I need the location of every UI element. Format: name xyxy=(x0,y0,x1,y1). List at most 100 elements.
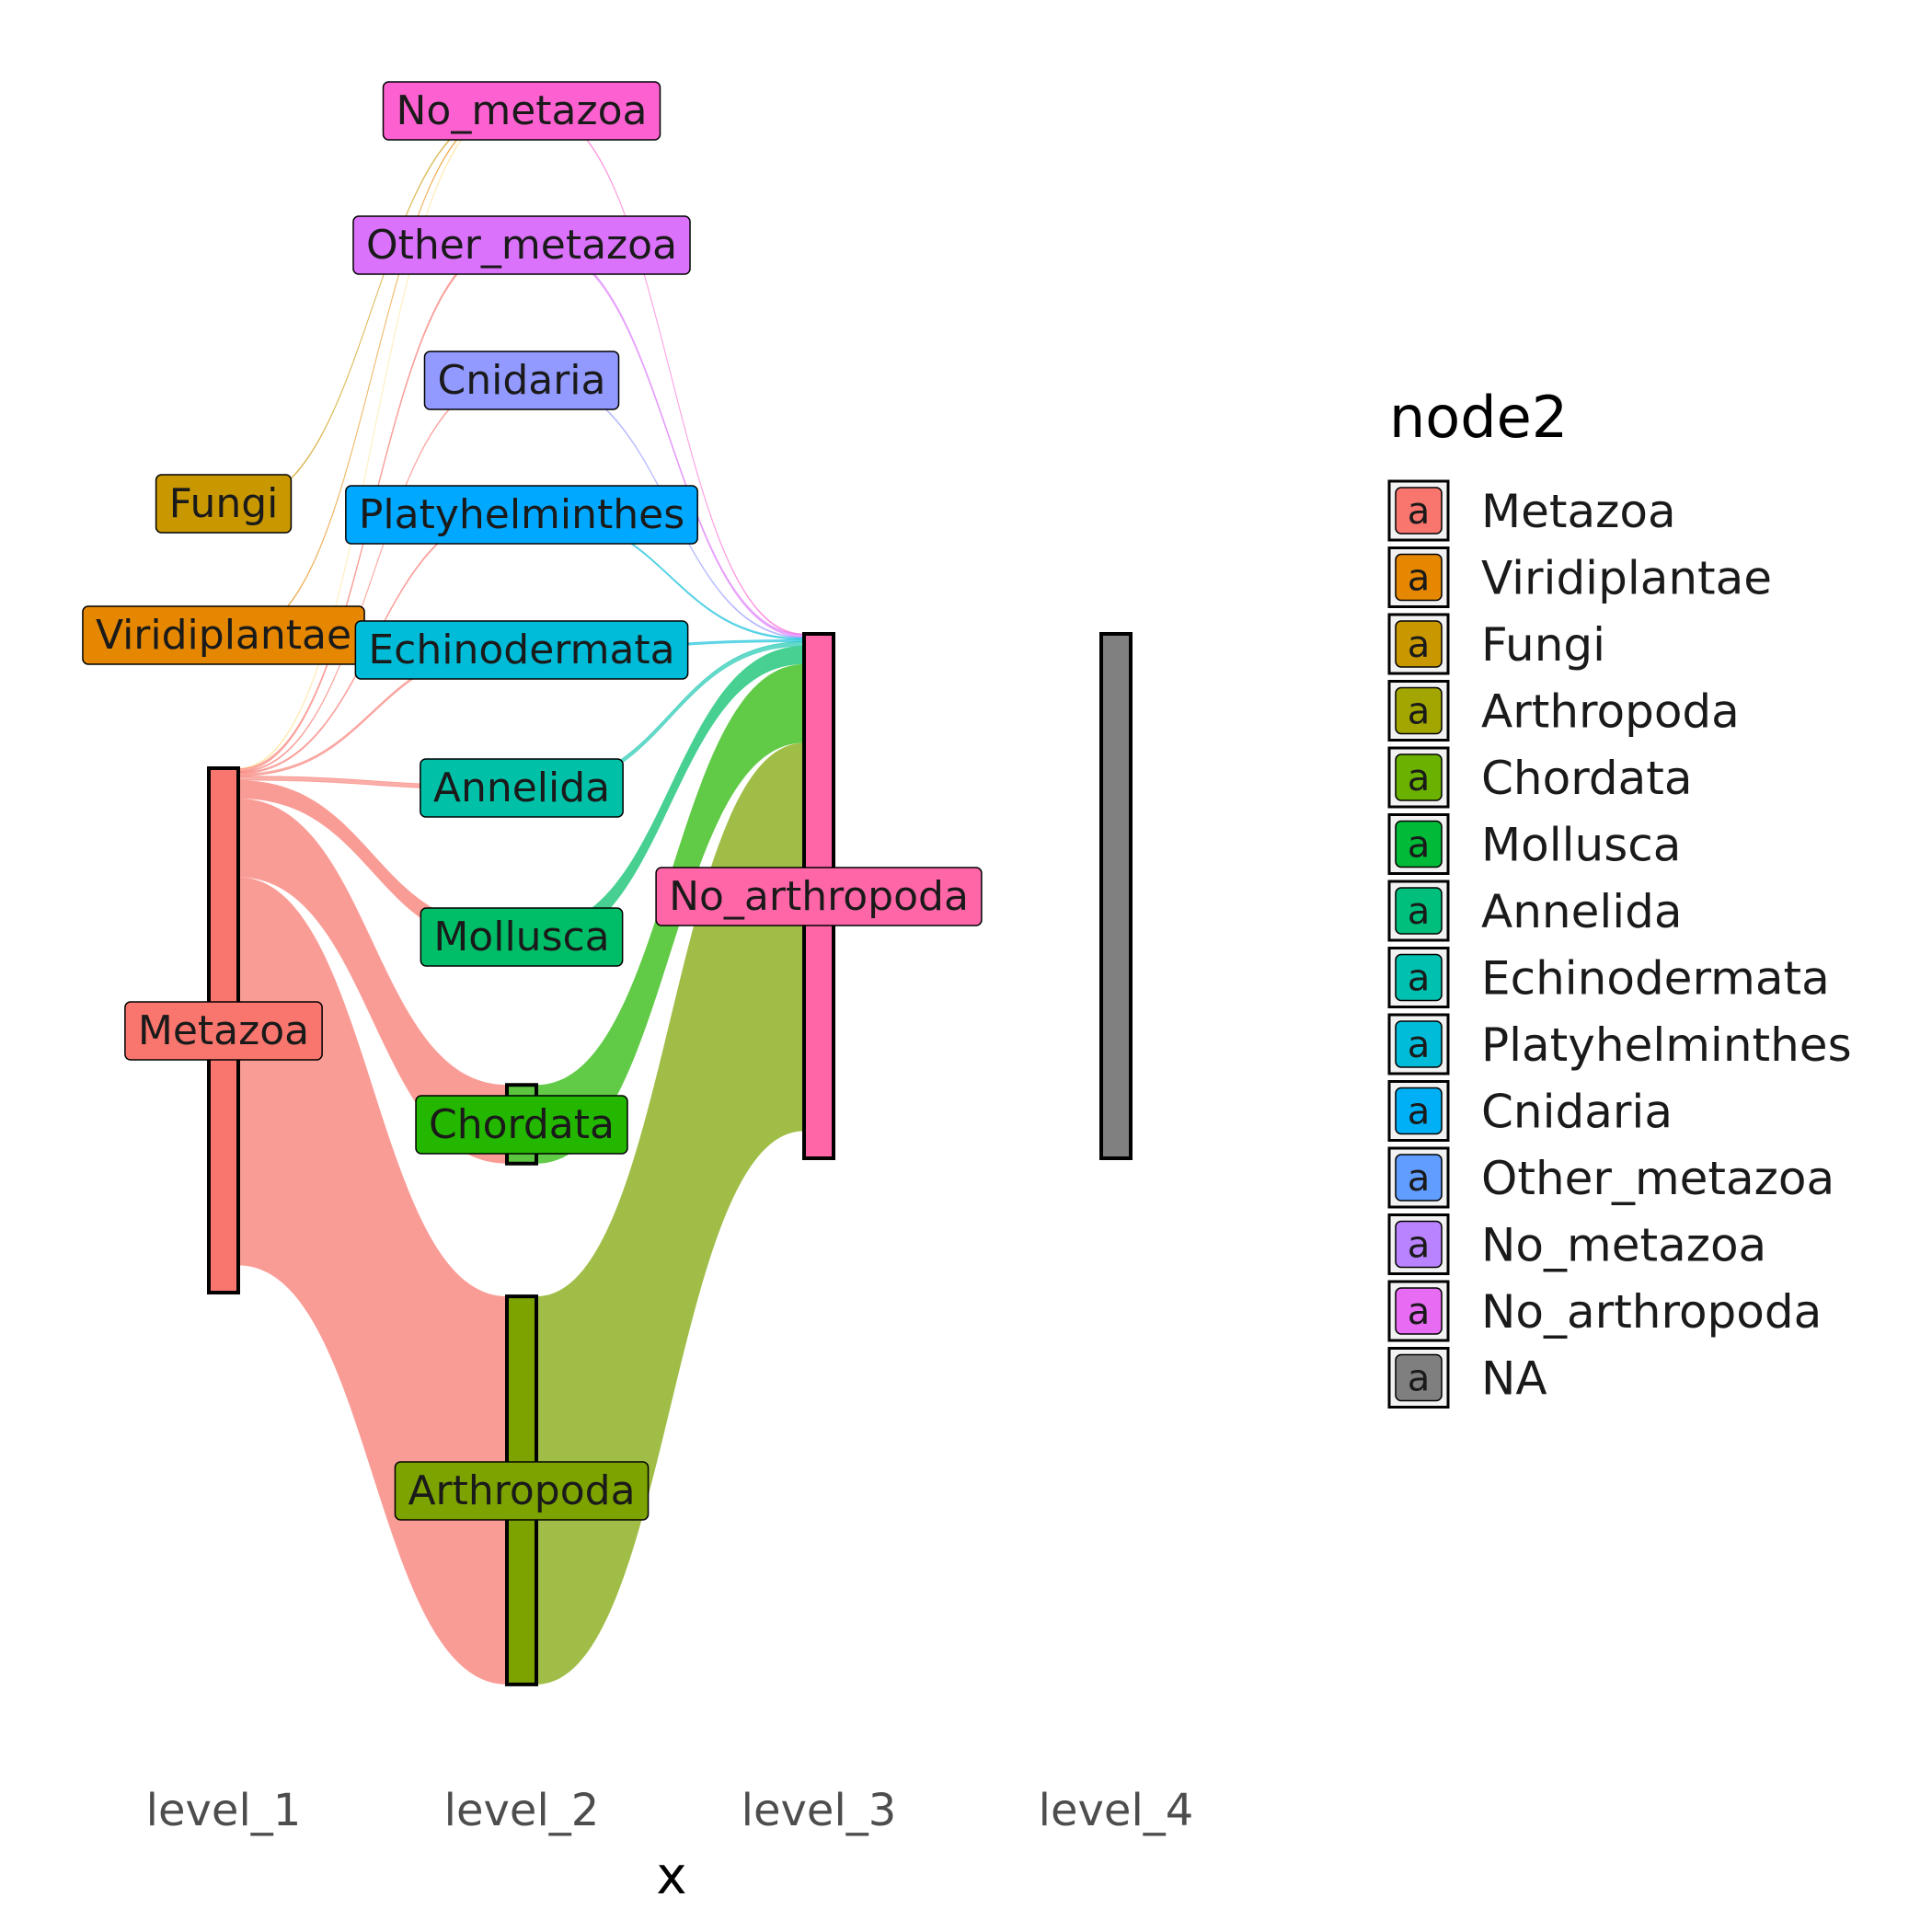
legend-entry-label: NA xyxy=(1481,1352,1547,1406)
node-label-mollusca: Mollusca xyxy=(420,907,624,967)
legend-entry-label: Chordata xyxy=(1481,752,1693,805)
legend-swatch xyxy=(1395,553,1443,602)
node-label-text: No_metazoa xyxy=(397,87,648,134)
legend-swatch xyxy=(1395,1287,1443,1335)
legend-entry-label: Echinodermata xyxy=(1481,952,1830,1006)
legend-key-glyph: a xyxy=(1408,1024,1431,1066)
node-label-echinodermata: Echinodermata xyxy=(354,620,689,680)
legend-swatch xyxy=(1395,1154,1443,1202)
legend-swatch xyxy=(1395,753,1443,801)
node-label-box xyxy=(420,758,624,818)
node-label-text: Annelida xyxy=(433,765,610,811)
legend-key-glyph: a xyxy=(1408,624,1431,666)
legend-swatch xyxy=(1395,953,1443,1002)
legend-entry-label: Metazoa xyxy=(1481,485,1676,538)
x-axis: level_1 level_2 level_3 level_4 xyxy=(146,1785,1194,1836)
legend-entry-metazoa: a Metazoa xyxy=(1387,479,1676,542)
legend-entry-label: Cnidaria xyxy=(1481,1086,1673,1139)
node-label-chordata: Chordata xyxy=(415,1095,628,1155)
link-other_metazoa-to-no-arthropoda xyxy=(535,243,805,638)
node-label-metazoa: Metazoa xyxy=(124,1001,323,1061)
legend-entry-label: No_arthropoda xyxy=(1481,1285,1822,1339)
legend-entry-other-metazoa: a Other_metazoa xyxy=(1387,1146,1834,1209)
x-tick-label-level-2: level_2 xyxy=(444,1785,600,1836)
legend-entry-cnidaria: a Cnidaria xyxy=(1387,1080,1673,1142)
x-tick-label-level-1: level_1 xyxy=(146,1785,302,1836)
link-arthropoda-to-no-arthropoda xyxy=(536,742,804,1685)
node-label-text: Platyhelminthes xyxy=(359,491,684,538)
node-label-text: Metazoa xyxy=(138,1007,309,1054)
legend-swatch xyxy=(1395,620,1443,668)
legend-key-glyph: a xyxy=(1408,1291,1431,1333)
legend-swatch xyxy=(1395,1220,1443,1269)
link-metazoa-to-chordata xyxy=(238,799,507,1164)
x-tick-label-level-4: level_4 xyxy=(1039,1785,1194,1836)
legend-entry-echinodermata: a Echinodermata xyxy=(1387,947,1830,1008)
legend-swatch xyxy=(1395,887,1443,935)
legend-swatch xyxy=(1395,1087,1443,1135)
legend-entry-na: a NA xyxy=(1387,1347,1547,1409)
node-label-text: Viridiplantae xyxy=(96,612,351,659)
node-labels-layer: Metazoa Viridiplantae Fungi No_metazoa Other… xyxy=(82,81,983,1521)
link-mollusca-to-no-arthropoda xyxy=(536,646,804,946)
node-label-text: Chordata xyxy=(429,1101,615,1148)
node-label-text: Cnidaria xyxy=(437,357,605,404)
legend-entry-no-metazoa: a No_metazoa xyxy=(1387,1213,1766,1275)
legend-swatch xyxy=(1395,1353,1443,1402)
node-label-box xyxy=(352,215,691,275)
node-label-no-metazoa: No_metazoa xyxy=(382,81,661,141)
node-label-arthropoda: Arthropoda xyxy=(394,1461,650,1521)
node-label-text: Other_metazoa xyxy=(366,222,677,269)
legend-entry-no-arthropoda: a No_arthropoda xyxy=(1387,1280,1822,1342)
legend-entry-viridiplantae: a Viridiplantae xyxy=(1387,546,1772,608)
legend-key-glyph: a xyxy=(1408,757,1431,799)
node-label-cnidaria: Cnidaria xyxy=(423,351,620,410)
node-label-fungi: Fungi xyxy=(155,474,293,534)
node-label-box xyxy=(155,474,293,534)
legend-entry-chordata: a Chordata xyxy=(1387,746,1693,809)
link-metazoa-to-mollusca xyxy=(238,780,507,946)
legend: node2 a Metazoa a Viridiplantae a Fungi a Arthr… xyxy=(1387,384,1852,1409)
legend-key-glyph: a xyxy=(1408,490,1431,533)
node-label-box xyxy=(420,907,624,967)
node-label-box xyxy=(394,1461,650,1521)
legend-entry-label: Mollusca xyxy=(1481,819,1681,872)
node-label-text: Fungi xyxy=(169,480,279,527)
node-label-annelida: Annelida xyxy=(420,758,624,818)
legend-key-glyph: a xyxy=(1408,958,1431,1000)
legend-key-glyph: a xyxy=(1408,558,1431,600)
legend-entry-label: Annelida xyxy=(1481,885,1683,938)
node-label-box xyxy=(423,351,620,410)
node-label-box xyxy=(655,867,983,926)
node-label-viridiplantae: Viridiplantae xyxy=(82,605,365,665)
legend-key-glyph: a xyxy=(1408,891,1431,933)
legend-swatch xyxy=(1395,686,1443,735)
legend-key-glyph: a xyxy=(1408,1157,1431,1200)
node-label-no-arthropoda: No_arthropoda xyxy=(655,867,983,926)
node-label-text: No_arthropoda xyxy=(669,873,969,920)
node-label-text: Echinodermata xyxy=(368,627,674,673)
x-tick-label-level-3: level_3 xyxy=(742,1785,897,1836)
x-axis-title: x xyxy=(656,1846,686,1906)
legend-key-glyph: a xyxy=(1408,691,1431,733)
legend-entry-label: No_metazoa xyxy=(1481,1219,1766,1272)
node-label-box xyxy=(124,1001,323,1061)
node-bar-na xyxy=(1099,632,1133,1160)
legend-entry-annelida: a Annelida xyxy=(1387,880,1683,942)
legend-entry-label: Fungi xyxy=(1481,618,1605,672)
legend-entry-mollusca: a Mollusca xyxy=(1387,813,1681,875)
legend-entry-label: Platyhelminthes xyxy=(1481,1018,1852,1072)
node-label-box xyxy=(345,485,698,545)
legend-entry-label: Other_metazoa xyxy=(1481,1152,1834,1205)
legend-key-glyph: a xyxy=(1408,1091,1431,1133)
legend-title: node2 xyxy=(1389,384,1568,451)
legend-swatch xyxy=(1395,820,1443,868)
node-label-text: Arthropoda xyxy=(408,1467,635,1514)
legend-key-glyph: a xyxy=(1408,1358,1431,1400)
legend-entry-platyhelminthes: a Platyhelminthes xyxy=(1387,1013,1852,1075)
node-label-other-metazoa: Other_metazoa xyxy=(352,215,691,275)
legend-entry-label: Viridiplantae xyxy=(1481,552,1772,605)
node-label-text: Mollusca xyxy=(433,914,609,960)
legend-entry-arthropoda: a Arthropoda xyxy=(1387,680,1740,742)
